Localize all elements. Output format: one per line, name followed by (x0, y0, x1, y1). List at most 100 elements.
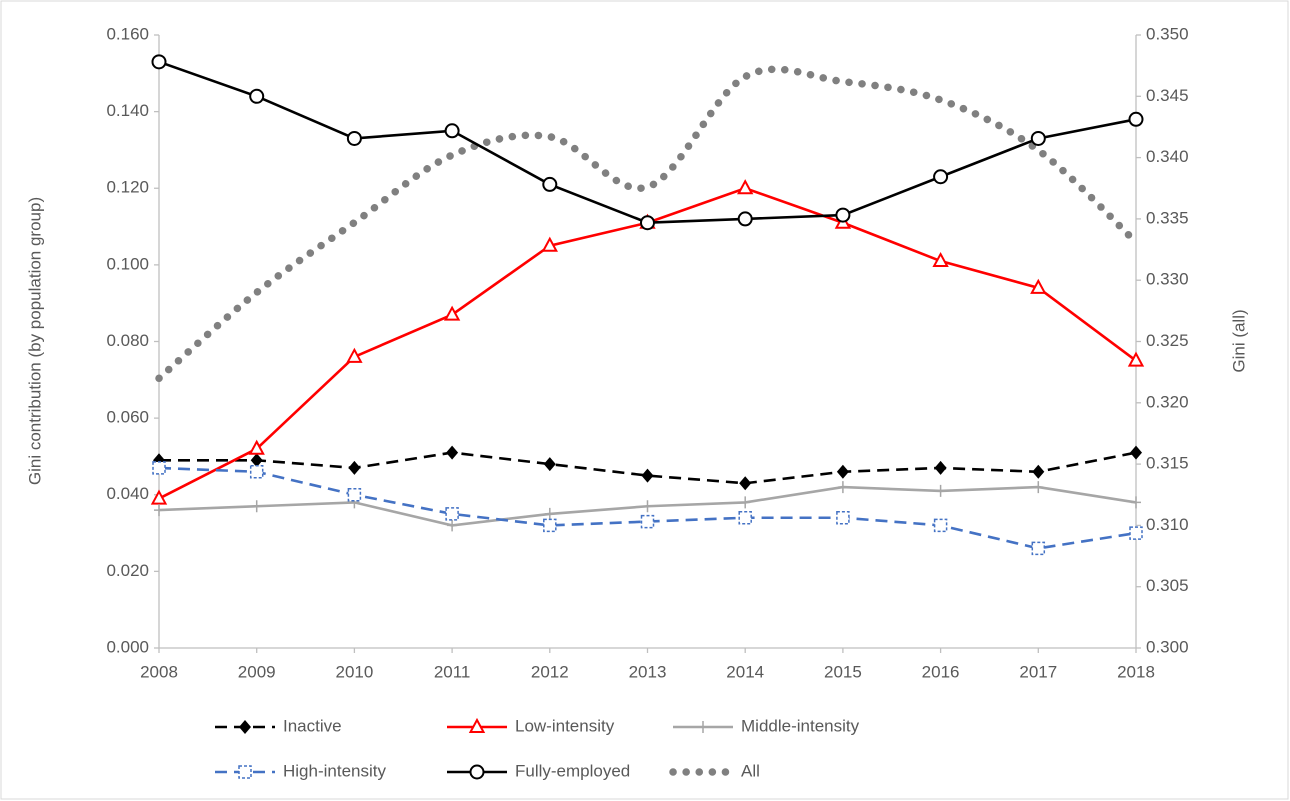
marker (544, 507, 555, 520)
legend-marker (469, 764, 485, 780)
marker (1032, 464, 1045, 479)
marker (640, 215, 655, 231)
series-line (159, 451, 1137, 485)
y-tick-label: 0.060 (106, 408, 149, 427)
legend-label: All (741, 761, 760, 780)
marker (151, 54, 167, 70)
y2-tick-label: 0.305 (1146, 576, 1189, 595)
x-tick-label: 2014 (726, 662, 764, 681)
marker (152, 461, 166, 475)
y2-tick-label: 0.345 (1146, 86, 1189, 105)
marker (447, 519, 458, 532)
legend-marker (239, 720, 251, 734)
x-tick-label: 2012 (531, 662, 569, 681)
y-axis-title: Gini contribution (by population group) (25, 197, 44, 485)
marker (443, 305, 461, 321)
marker (1031, 541, 1046, 556)
y2-tick-label: 0.350 (1146, 24, 1189, 43)
y-tick-label: 0.040 (106, 484, 149, 503)
series-line (155, 65, 1140, 383)
legend-label: Low-intensity (515, 716, 615, 735)
series-line (158, 466, 1137, 550)
marker (541, 236, 558, 252)
marker (250, 453, 263, 468)
marker (1131, 496, 1141, 509)
marker (835, 207, 851, 223)
marker (836, 510, 850, 525)
legend-marker (468, 717, 486, 733)
y2-tick-label: 0.340 (1146, 147, 1189, 166)
y2-tick-label: 0.325 (1146, 331, 1189, 350)
y-tick-label: 0.100 (106, 254, 149, 273)
x-tick-label: 2015 (824, 662, 862, 681)
y-tick-label: 0.080 (106, 331, 149, 350)
marker (933, 169, 949, 185)
marker (154, 504, 164, 517)
marker (737, 211, 753, 227)
marker (1128, 111, 1144, 127)
marker (1030, 130, 1046, 146)
x-tick-label: 2016 (922, 662, 960, 681)
legend-marker (238, 765, 252, 779)
marker (640, 514, 655, 529)
x-tick-label: 2011 (434, 662, 471, 681)
marker (346, 347, 363, 363)
marker (348, 460, 361, 475)
marker (1130, 445, 1142, 460)
x-tick-label: 2018 (1117, 662, 1155, 681)
marker (740, 496, 751, 509)
marker (1033, 481, 1044, 494)
marker (446, 445, 459, 460)
y2-tick-label: 0.335 (1146, 208, 1189, 227)
marker (837, 481, 848, 494)
y2-axis-title: Gini (all) (1229, 309, 1248, 372)
x-tick-label: 2017 (1019, 662, 1057, 681)
marker (444, 123, 460, 139)
marker (933, 518, 948, 533)
marker (737, 179, 754, 195)
y-tick-label: 0.160 (106, 24, 149, 43)
marker (543, 518, 557, 533)
marker (1030, 278, 1047, 294)
x-tick-label: 2013 (629, 662, 667, 681)
marker (249, 88, 265, 104)
x-tick-label: 2009 (238, 662, 276, 681)
y-tick-label: 0.120 (106, 178, 149, 197)
marker (542, 176, 558, 192)
y2-tick-label: 0.330 (1146, 270, 1189, 289)
y2-tick-label: 0.310 (1146, 515, 1189, 534)
marker (251, 500, 262, 513)
marker (346, 130, 362, 146)
marker (248, 439, 265, 455)
y-tick-label: 0.020 (106, 561, 149, 580)
marker (445, 507, 459, 521)
y2-tick-label: 0.315 (1146, 454, 1189, 473)
legend-label: Inactive (283, 716, 342, 735)
marker (150, 489, 168, 505)
legend-label: High-intensity (283, 761, 386, 780)
marker (934, 460, 947, 475)
y-tick-label: 0.140 (106, 101, 149, 120)
marker (642, 500, 653, 513)
marker (836, 464, 849, 479)
legend-label: Fully-employed (515, 761, 630, 780)
x-tick-label: 2010 (335, 662, 373, 681)
legend-label: Middle-intensity (741, 716, 860, 735)
marker (739, 476, 752, 491)
marker (1127, 351, 1145, 367)
marker (641, 468, 654, 483)
y2-tick-label: 0.320 (1146, 392, 1189, 411)
marker (1129, 526, 1143, 540)
y2-tick-label: 0.300 (1146, 637, 1189, 656)
marker (249, 465, 264, 479)
y-tick-label: 0.000 (106, 637, 149, 656)
marker (935, 484, 946, 497)
marker (738, 510, 752, 525)
x-tick-label: 2008 (140, 662, 178, 681)
marker (347, 488, 362, 502)
legend-marker (698, 721, 708, 733)
marker (932, 251, 949, 268)
marker (543, 457, 556, 472)
